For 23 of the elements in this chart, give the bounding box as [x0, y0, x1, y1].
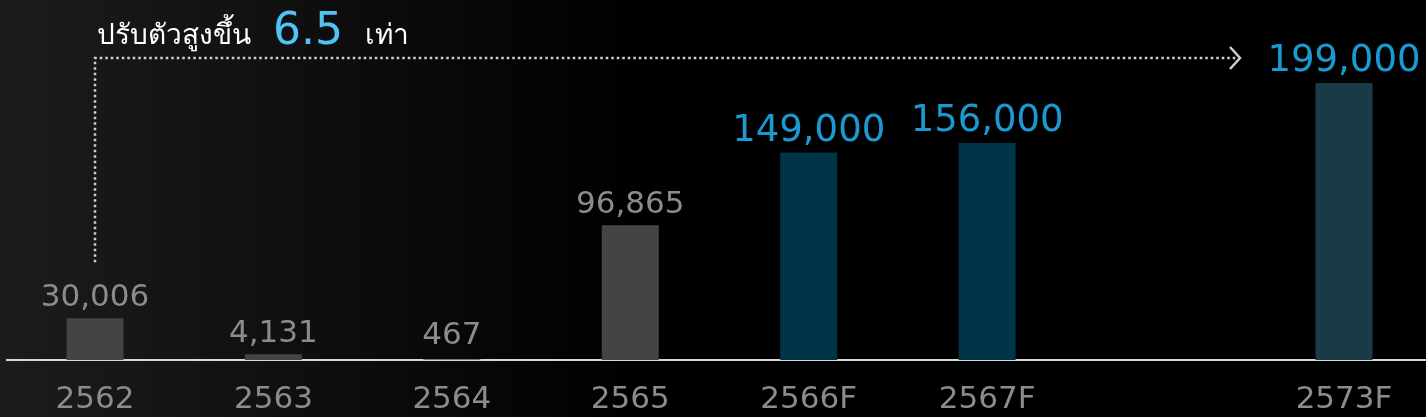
bar: [780, 152, 838, 360]
x-tick-label: 2566F: [760, 379, 858, 415]
x-tick-label: 2564: [412, 379, 492, 415]
data-label: 96,865: [576, 184, 685, 221]
text: 6.5: [273, 3, 343, 54]
bar: [601, 225, 659, 360]
data-label: 149,000: [732, 106, 886, 150]
data-label: 156,000: [910, 96, 1064, 140]
data-label: 4,131: [229, 313, 318, 350]
bar: [66, 318, 124, 360]
x-tick-label: 2565: [590, 379, 670, 415]
x-tick-label: 2567F: [938, 379, 1036, 415]
bar: [1315, 83, 1373, 360]
bar: [244, 354, 302, 360]
x-tick-label: 2562: [55, 379, 135, 415]
x-tick-label: 2563: [233, 379, 313, 415]
text: ปรับตัวสูงขึ้น: [97, 14, 251, 52]
text: เท่า: [364, 18, 409, 51]
x-tick-label: 2573F: [1295, 379, 1393, 415]
bar: [958, 142, 1016, 360]
data-label: 199,000: [1267, 37, 1421, 80]
data-label: 467: [422, 315, 482, 351]
data-label: 30,006: [40, 277, 150, 314]
